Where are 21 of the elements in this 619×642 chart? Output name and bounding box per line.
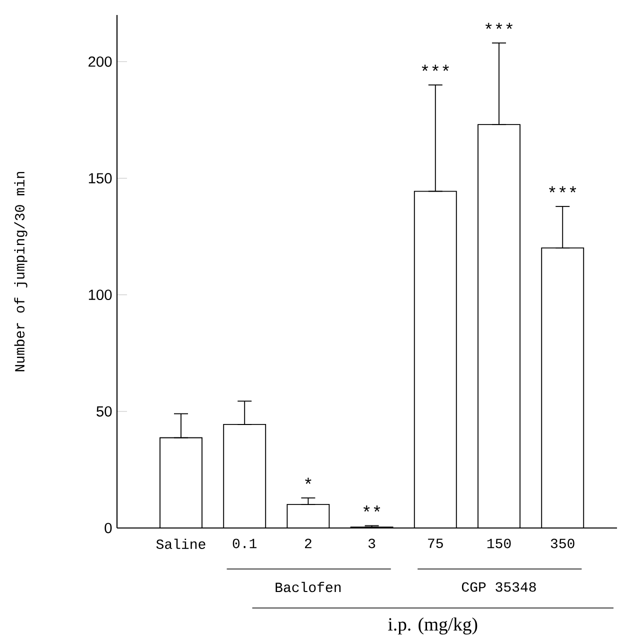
y-tick-label: 0 — [104, 522, 112, 534]
y-tick-label: 50 — [96, 406, 112, 417]
text: Baclofen — [276, 582, 341, 592]
y-tick-label: 150 — [88, 173, 112, 184]
x-tick-label: 0.1 — [232, 538, 257, 548]
y-axis-title: Number of jumping/30 min — [14, 172, 28, 372]
annotation: * — [305, 478, 312, 484]
annotation: *** — [485, 22, 513, 29]
x-axis-title: i.p. (mg/kg) — [388, 617, 478, 634]
y-tick-label: 100 — [88, 290, 112, 300]
annotation: *** — [422, 64, 449, 71]
x-tick-label: 150 — [487, 538, 511, 548]
x-tick-label: 3 — [368, 538, 376, 548]
x-tick-label: Saline — [156, 538, 206, 549]
y-tick-label: 200 — [88, 56, 112, 67]
text: CGP 35348 — [462, 582, 536, 592]
x-tick-label: 350 — [550, 538, 574, 548]
x-tick-label: 75 — [428, 538, 443, 548]
annotation: ** — [363, 506, 380, 512]
x-tick-label: 2 — [304, 538, 312, 548]
annotation: *** — [549, 186, 576, 192]
